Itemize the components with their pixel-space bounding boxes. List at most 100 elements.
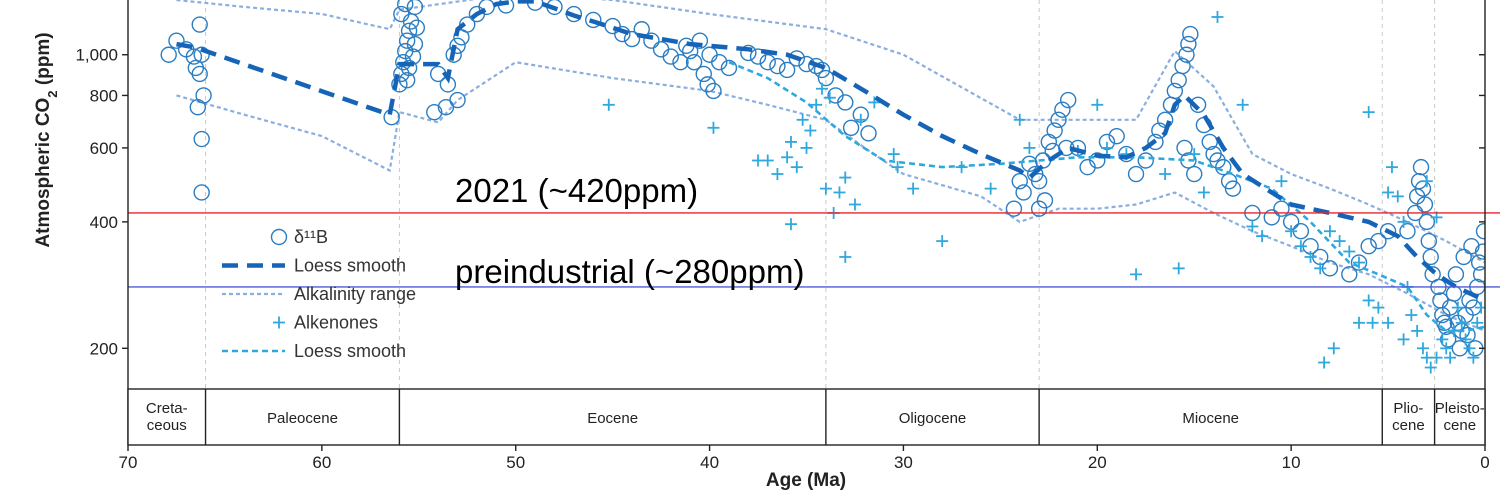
epoch-label-0-0: Creta- bbox=[146, 400, 188, 417]
series-3 bbox=[602, 10, 1485, 374]
alkenone-point-38 bbox=[1188, 148, 1201, 161]
legend: δ¹¹B Loess smooth Alkalinity range Alkenone… bbox=[222, 227, 416, 361]
boron-point-121 bbox=[1224, 180, 1242, 197]
alkenone-point-0 bbox=[602, 98, 615, 111]
y-axis-label: Atmospheric CO2 (ppm) bbox=[33, 32, 60, 247]
epoch-label-1-0: Paleocene bbox=[267, 410, 338, 427]
epoch-boundary-lines bbox=[205, 0, 1436, 389]
boron-point-131 bbox=[1350, 254, 1368, 271]
alkenone-point-9 bbox=[804, 124, 817, 137]
alkenone-point-17 bbox=[833, 186, 846, 199]
alkenone-point-21 bbox=[854, 113, 867, 126]
alkenone-point-33 bbox=[1100, 141, 1113, 154]
boron-point-0 bbox=[160, 46, 177, 63]
alkenone-point-52 bbox=[1352, 256, 1365, 269]
boron-point-111 bbox=[1176, 139, 1193, 157]
boron-point-88 bbox=[1060, 91, 1077, 109]
boron-point-49 bbox=[652, 41, 670, 58]
series-0 bbox=[176, 0, 1485, 264]
legend-item-0: δ¹¹B bbox=[270, 227, 328, 247]
series-4 bbox=[728, 60, 1485, 333]
alkenone-point-83 bbox=[1397, 333, 1410, 346]
line-alkalinity-range-lower- bbox=[176, 61, 1485, 332]
alkenone-point-58 bbox=[1391, 190, 1404, 203]
boron-point-161 bbox=[1475, 223, 1485, 240]
epoch-label-2-0: Eocene bbox=[587, 410, 638, 427]
alkenone-point-13 bbox=[823, 91, 836, 104]
boron-point-34 bbox=[449, 37, 466, 55]
legend-circle-marker bbox=[270, 228, 288, 246]
x-tick-label-2: 50 bbox=[506, 453, 525, 472]
alkenone-point-22 bbox=[868, 96, 881, 109]
boron-point-78 bbox=[1015, 184, 1032, 201]
boron-point-63 bbox=[749, 48, 767, 65]
boron-point-141 bbox=[1416, 196, 1434, 213]
x-tick-label-1: 60 bbox=[312, 453, 331, 472]
alkenone-point-3 bbox=[761, 154, 774, 167]
boron-point-144 bbox=[1422, 248, 1439, 266]
alkenone-point-44 bbox=[1275, 175, 1288, 188]
alkenone-point-23 bbox=[887, 148, 900, 161]
boron-point-74 bbox=[842, 119, 860, 136]
alkenone-point-35 bbox=[1130, 268, 1143, 281]
x-tick-label-0: 70 bbox=[119, 453, 138, 472]
alkenone-point-75 bbox=[1467, 351, 1480, 364]
alkenone-point-50 bbox=[1333, 235, 1346, 248]
legend-item-2: Alkalinity range bbox=[222, 284, 416, 304]
boron-point-124 bbox=[1273, 200, 1290, 217]
legend-label-4: Loess smooth bbox=[294, 341, 406, 361]
alkenone-point-8 bbox=[800, 141, 813, 154]
alkenone-point-46 bbox=[1294, 240, 1307, 253]
boron-point-77 bbox=[1011, 172, 1028, 190]
y-tick-label-2: 600 bbox=[90, 139, 118, 158]
boron-point-11 bbox=[193, 184, 210, 201]
boron-point-82 bbox=[1030, 172, 1048, 190]
boron-point-130 bbox=[1341, 266, 1358, 283]
alkenone-point-55 bbox=[1372, 301, 1385, 314]
boron-point-79 bbox=[1005, 200, 1023, 217]
boron-point-123 bbox=[1263, 209, 1280, 226]
alkenone-point-73 bbox=[1459, 333, 1472, 346]
boron-point-86 bbox=[1050, 111, 1067, 128]
boron-point-134 bbox=[1379, 223, 1397, 240]
boron-point-56 bbox=[720, 59, 738, 77]
epoch-label-5-1: cene bbox=[1392, 417, 1425, 434]
boron-point-95 bbox=[1089, 152, 1106, 169]
alkenone-point-77 bbox=[1475, 301, 1485, 314]
alkenone-point-61 bbox=[1405, 309, 1418, 322]
boron-point-57 bbox=[695, 65, 712, 83]
alkenone-point-10 bbox=[796, 113, 809, 126]
boron-point-60 bbox=[685, 53, 703, 71]
boron-point-139 bbox=[1412, 158, 1430, 176]
alkenone-point-80 bbox=[1318, 356, 1331, 369]
boron-point-71 bbox=[817, 69, 835, 87]
x-tick-label-5: 20 bbox=[1088, 453, 1107, 472]
alkenone-point-56 bbox=[1382, 186, 1395, 199]
alkenone-point-5 bbox=[781, 151, 794, 164]
epoch-label-4-0: Miocene bbox=[1182, 410, 1239, 427]
alkenone-point-49 bbox=[1323, 225, 1336, 238]
line-loess-smooth-alkenones- bbox=[728, 60, 1485, 333]
series-1 bbox=[176, 61, 1485, 332]
alkenone-point-47 bbox=[1304, 250, 1317, 263]
alkenone-point-24 bbox=[891, 161, 904, 174]
line-alkalinity-range bbox=[176, 0, 1485, 264]
line-loess-smooth bbox=[176, 0, 1485, 303]
boron-point-10 bbox=[193, 130, 210, 148]
alkenone-point-26 bbox=[936, 235, 949, 248]
boron-point-164 bbox=[1463, 238, 1480, 255]
x-tick-label-6: 10 bbox=[1282, 453, 1301, 472]
epoch-bar-frame bbox=[127, 388, 1486, 446]
boron-point-133 bbox=[1370, 232, 1387, 250]
boron-point-44 bbox=[604, 17, 621, 35]
boron-point-9 bbox=[189, 99, 206, 116]
legend-label-1: Loess smooth bbox=[294, 256, 406, 276]
boron-point-109 bbox=[1180, 35, 1197, 53]
boron-point-160 bbox=[1474, 243, 1485, 260]
boron-point-65 bbox=[769, 57, 786, 75]
boron-point-89 bbox=[1030, 200, 1048, 217]
boron-point-30 bbox=[449, 91, 466, 109]
epoch-label-0-1: ceous bbox=[147, 417, 187, 434]
boron-point-24 bbox=[400, 59, 418, 77]
epoch-label-3-0: Oligocene bbox=[899, 410, 967, 427]
